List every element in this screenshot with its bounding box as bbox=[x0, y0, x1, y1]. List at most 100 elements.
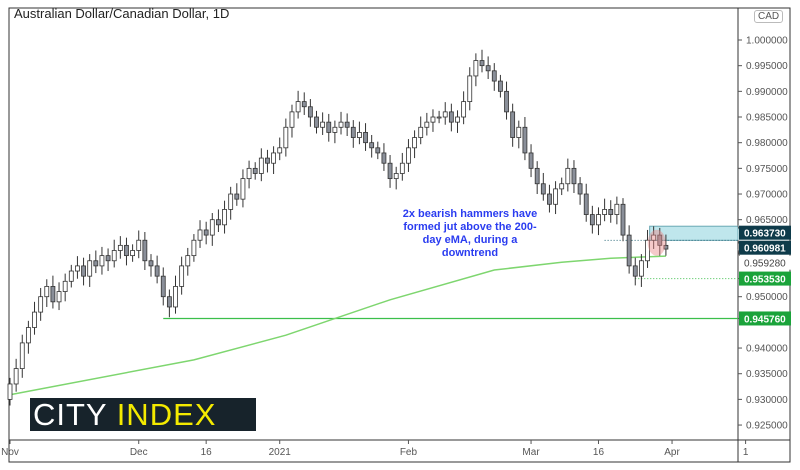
candle bbox=[553, 188, 558, 205]
candle bbox=[228, 193, 234, 210]
candle bbox=[497, 80, 503, 92]
candle bbox=[559, 183, 565, 190]
currency-badge[interactable]: CAD bbox=[754, 10, 784, 23]
price-label-0.960981: 0.960981 bbox=[744, 244, 786, 255]
x-tick-label: Apr bbox=[664, 447, 680, 458]
candle bbox=[56, 291, 62, 303]
x-tick-label: 2021 bbox=[269, 447, 292, 458]
price-label-0.953530: 0.953530 bbox=[744, 275, 786, 286]
logo-part2: INDEX bbox=[116, 397, 217, 432]
candle bbox=[510, 111, 516, 138]
y-tick-label: 0.950000 bbox=[746, 292, 788, 303]
candle bbox=[645, 239, 650, 262]
candle bbox=[632, 265, 638, 277]
candle bbox=[320, 121, 326, 128]
candle bbox=[154, 265, 160, 277]
candle bbox=[130, 250, 136, 257]
candle bbox=[442, 111, 448, 118]
candle bbox=[436, 116, 442, 119]
candle bbox=[614, 203, 620, 215]
x-tick-label: 1 bbox=[743, 447, 749, 458]
candle bbox=[491, 70, 497, 82]
candle bbox=[540, 183, 546, 195]
candle bbox=[148, 260, 154, 267]
candle bbox=[216, 219, 221, 226]
candle bbox=[68, 270, 74, 282]
candle bbox=[338, 121, 344, 128]
candle bbox=[252, 167, 258, 174]
annotation-text: 2x bearish hammers have formed jut above… bbox=[402, 208, 538, 259]
candle bbox=[455, 116, 460, 123]
candle bbox=[375, 147, 381, 154]
candle bbox=[577, 183, 583, 195]
candle bbox=[271, 152, 276, 164]
candle bbox=[589, 214, 595, 226]
candle bbox=[136, 239, 142, 251]
candle bbox=[265, 157, 270, 164]
candle bbox=[75, 265, 80, 272]
x-tick-label: Nov bbox=[1, 447, 19, 458]
candle bbox=[124, 244, 129, 257]
price-label-0.945760: 0.945760 bbox=[744, 314, 786, 325]
candle bbox=[424, 121, 430, 128]
candle bbox=[38, 296, 44, 313]
candle bbox=[565, 167, 571, 185]
candle bbox=[283, 126, 289, 149]
candle bbox=[332, 126, 338, 133]
candle bbox=[326, 121, 332, 133]
candle bbox=[117, 244, 123, 251]
price-label-bg bbox=[739, 271, 791, 286]
candle bbox=[246, 167, 252, 180]
candle bbox=[620, 203, 626, 236]
x-tick-label: 16 bbox=[201, 447, 213, 458]
candle bbox=[222, 209, 227, 226]
y-tick-label: 0.990000 bbox=[746, 87, 788, 98]
hammer-highlight bbox=[647, 229, 666, 256]
y-tick-label: 0.975000 bbox=[746, 164, 788, 175]
y-tick-label: 0.940000 bbox=[746, 344, 788, 355]
y-tick-label: 0.965000 bbox=[746, 215, 788, 226]
x-tick-label: Feb bbox=[400, 447, 418, 458]
ema-200-line bbox=[9, 255, 666, 396]
x-tick-label: Mar bbox=[522, 447, 540, 458]
candle bbox=[185, 255, 191, 267]
x-tick-label: Dec bbox=[130, 447, 148, 458]
candle bbox=[105, 255, 111, 262]
y-tick-label: 1.000000 bbox=[746, 36, 788, 47]
candle bbox=[289, 111, 295, 128]
x-tick-label: 16 bbox=[593, 447, 605, 458]
candle bbox=[467, 75, 473, 103]
candle bbox=[160, 275, 166, 298]
candle bbox=[596, 214, 601, 226]
candle bbox=[191, 239, 197, 257]
candle bbox=[314, 116, 319, 128]
price-label-bg bbox=[739, 225, 791, 240]
candle bbox=[179, 265, 185, 287]
candle bbox=[608, 209, 614, 215]
candle bbox=[448, 111, 454, 123]
candle bbox=[258, 157, 264, 174]
price-label-bg bbox=[739, 255, 791, 270]
candle bbox=[663, 244, 669, 250]
candle bbox=[295, 101, 301, 113]
candle bbox=[626, 234, 632, 267]
price-label-0.959280: 0.959280 bbox=[744, 259, 786, 270]
candle bbox=[357, 132, 362, 138]
candle bbox=[651, 234, 657, 241]
candle bbox=[412, 137, 417, 149]
logo-part1: CITY bbox=[33, 397, 108, 432]
candle bbox=[473, 60, 479, 77]
city-index-logo: CITY INDEX bbox=[30, 398, 256, 431]
candle bbox=[528, 152, 534, 169]
candle bbox=[50, 286, 56, 303]
y-tick-label: 0.930000 bbox=[746, 395, 788, 406]
candle bbox=[19, 342, 25, 369]
candle bbox=[62, 280, 68, 292]
candle bbox=[203, 229, 209, 236]
candle bbox=[485, 65, 491, 72]
candle bbox=[504, 90, 509, 113]
y-tick-label: 0.935000 bbox=[746, 369, 788, 380]
candle bbox=[369, 142, 375, 149]
